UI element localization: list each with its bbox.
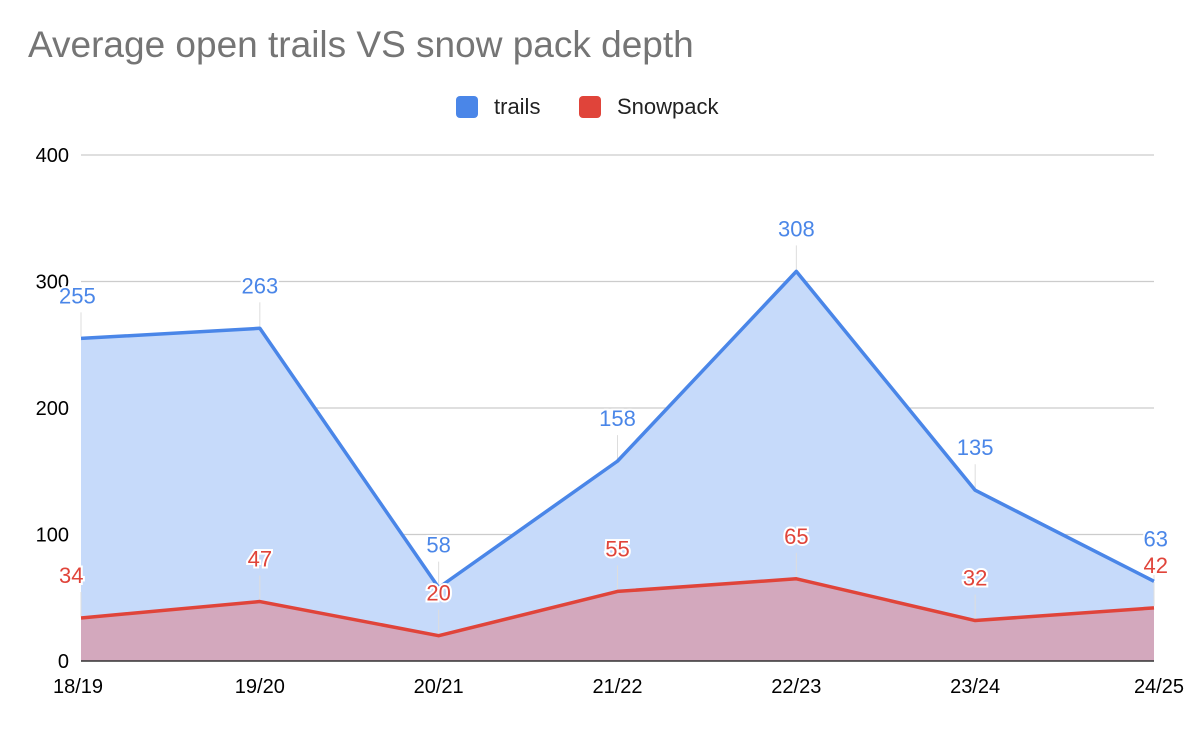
data-label-trails-6: 63 — [1144, 526, 1168, 551]
data-label-trails-3: 158 — [599, 406, 636, 431]
legend-item-snowpack[interactable]: Snowpack — [579, 92, 719, 122]
y-tick-label-200: 200 — [36, 398, 69, 420]
data-label-snowpack-2: 20 — [426, 581, 450, 606]
legend-label-snowpack: Snowpack — [617, 94, 719, 119]
y-tick-label-0: 0 — [58, 651, 69, 673]
data-label-snowpack-4: 65 — [784, 524, 808, 549]
legend-item-trails[interactable]: trails — [456, 92, 540, 122]
x-tick-label-21-22: 21/22 — [592, 676, 642, 698]
area-snowpack — [81, 578, 1154, 661]
area-trails — [81, 271, 1154, 661]
y-tick-label-400: 400 — [36, 145, 69, 167]
legend-swatch-trails — [456, 96, 478, 118]
data-label-trails-2: 58 — [426, 533, 450, 558]
x-tick-label-23-24: 23/24 — [950, 676, 1000, 698]
x-tick-label-22-23: 22/23 — [771, 676, 821, 698]
x-tick-label-19-20: 19/20 — [235, 676, 285, 698]
chart-title: Average open trails VS snow pack depth — [28, 24, 694, 65]
data-label-snowpack-5: 32 — [963, 566, 987, 591]
y-tick-label-100: 100 — [36, 525, 69, 547]
x-tick-label-18-19: 18/19 — [53, 676, 103, 698]
legend: trails Snowpack — [0, 92, 1188, 122]
y-tick-label-300: 300 — [36, 272, 69, 294]
legend-label-trails: trails — [494, 94, 541, 119]
data-label-trails-4: 308 — [778, 216, 815, 241]
data-label-trails-5: 135 — [957, 435, 994, 460]
data-label-trails-0: 255 — [59, 283, 96, 308]
x-tick-label-20-21: 20/21 — [414, 676, 464, 698]
data-label-snowpack-0: 34 — [59, 563, 83, 588]
data-label-trails-1: 263 — [241, 273, 278, 298]
x-tick-label-24-25: 24/25 — [1134, 676, 1184, 698]
legend-swatch-snowpack — [579, 96, 601, 118]
line-trails — [80, 269, 1155, 590]
data-label-snowpack-3: 55 — [605, 536, 629, 561]
line-snowpack — [80, 577, 1155, 638]
data-label-snowpack-6: 42 — [1144, 553, 1168, 578]
data-label-snowpack-1: 47 — [248, 547, 272, 572]
